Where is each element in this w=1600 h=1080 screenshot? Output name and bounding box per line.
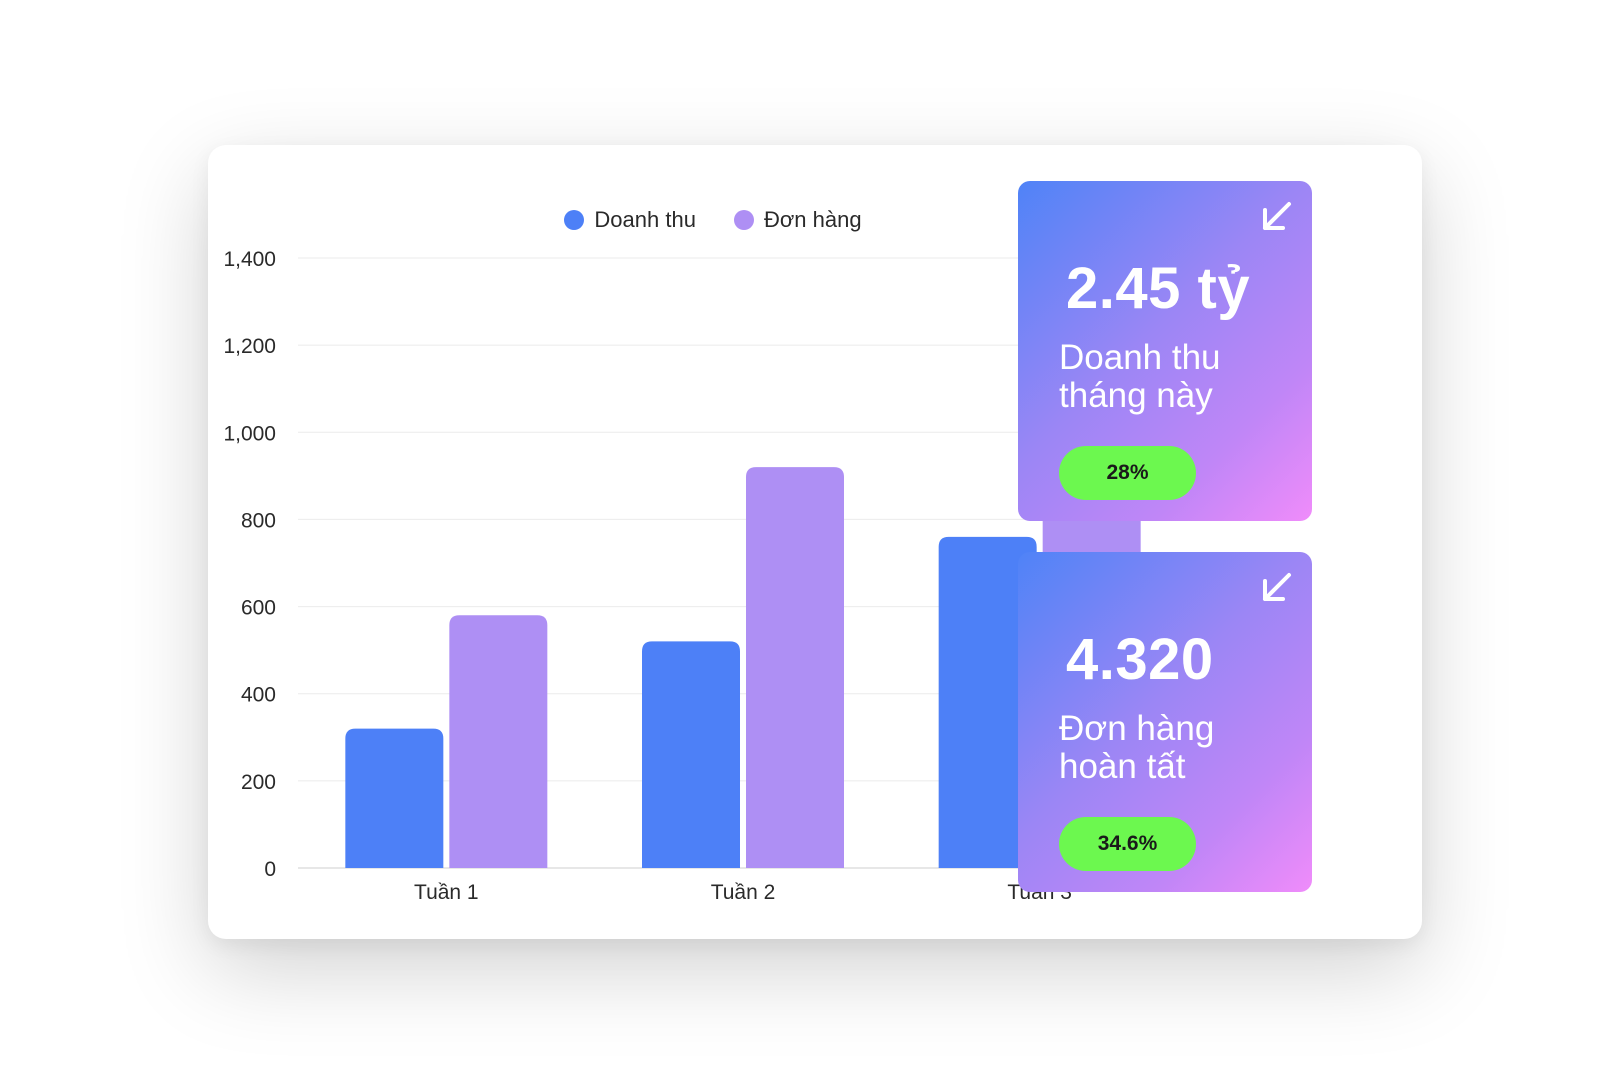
y-tick-label: 1,000 (223, 422, 276, 445)
y-tick-label: 1,200 (223, 335, 276, 358)
stat-value: 4.320 (1066, 627, 1214, 692)
stat-value: 2.45 tỷ (1066, 256, 1251, 321)
stat-percent-badge: 34.6% (1059, 817, 1196, 871)
y-tick-label: 600 (241, 597, 276, 620)
y-tick-label: 0 (264, 858, 276, 881)
stat-label-line-1: Đơn hàng (1059, 709, 1215, 748)
arrow-down-left-icon[interactable] (1256, 197, 1296, 237)
arrow-down-left-icon[interactable] (1256, 568, 1296, 608)
x-tick-label: Tuần 2 (711, 881, 776, 904)
bar-series-2[interactable] (746, 467, 844, 868)
bar-series-1[interactable] (642, 641, 740, 868)
bar-series-1[interactable] (938, 536, 1037, 868)
legend-item-series-2[interactable]: Đơn hàng (733, 207, 862, 233)
stat-label-line-2: hoàn tất (1059, 747, 1186, 786)
legend-label-series-2: Đơn hàng (763, 207, 862, 232)
legend-label-series-1: Doanh thu (594, 207, 696, 232)
legend-marker-series-2 (733, 210, 754, 230)
legend-item-series-1[interactable]: Doanh thu (564, 207, 696, 233)
chart-legend: Doanh thu Đơn hàng (208, 207, 1218, 233)
legend-marker-series-1 (564, 210, 585, 230)
stat-card-orders[interactable]: 4.320 Đơn hàng hoàn tất 34.6% (1018, 552, 1312, 892)
stat-label: Doanh thu tháng này (1059, 339, 1299, 415)
y-tick-label: 400 (241, 684, 276, 707)
stat-label: Đơn hàng hoàn tất (1059, 710, 1299, 786)
stat-label-line-1: Doanh thu (1059, 338, 1221, 377)
y-tick-label: 200 (241, 771, 276, 794)
x-tick-label: Tuần 1 (414, 881, 479, 904)
y-tick-label: 1,400 (223, 248, 276, 271)
dashboard-card: Doanh thu Đơn hàng 0 200 400 600 800 1,000 1,2… (208, 145, 1422, 939)
stat-label-line-2: tháng này (1059, 376, 1213, 415)
stat-percent-badge: 28% (1059, 446, 1196, 500)
bar-series-1[interactable] (345, 728, 444, 868)
bar-series-2[interactable] (449, 615, 548, 868)
y-tick-label: 800 (241, 509, 276, 532)
stat-card-revenue[interactable]: 2.45 tỷ Doanh thu tháng này 28% (1018, 181, 1312, 521)
